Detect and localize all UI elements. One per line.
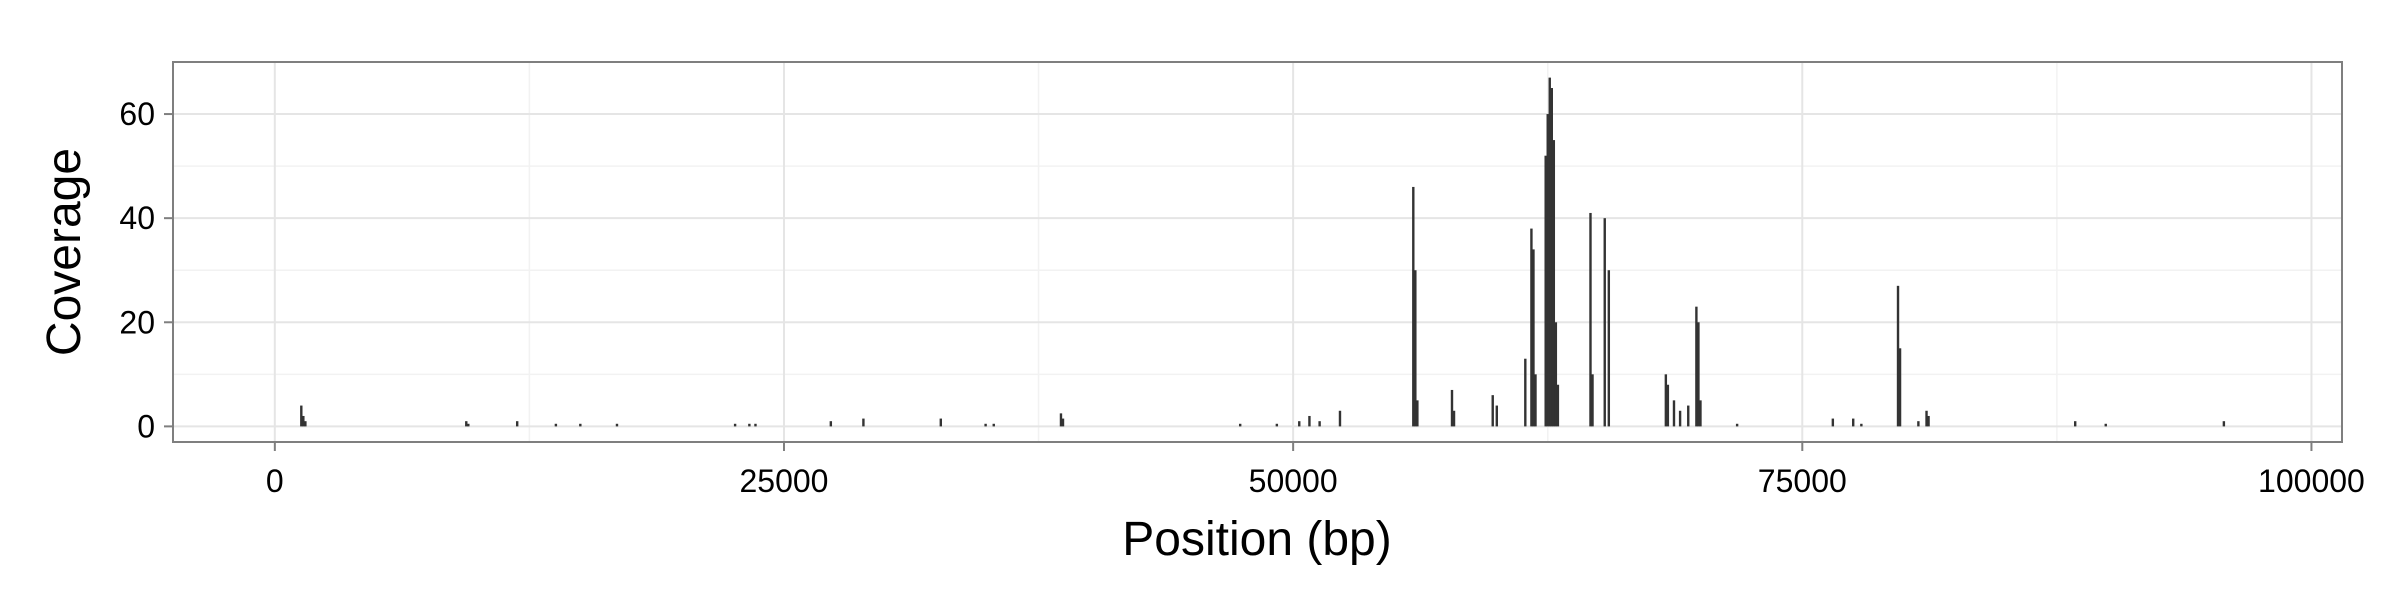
major-gridlines bbox=[173, 62, 2342, 442]
x-tick-label: 100000 bbox=[2258, 463, 2365, 499]
coverage-bar bbox=[1550, 88, 1553, 427]
coverage-bar bbox=[939, 418, 943, 427]
coverage-bar bbox=[862, 418, 865, 427]
coverage-bar bbox=[300, 405, 303, 427]
coverage-bar bbox=[1699, 400, 1702, 427]
panel-border bbox=[172, 61, 2343, 443]
coverage-bar bbox=[829, 421, 833, 427]
coverage-bar bbox=[1925, 410, 1928, 427]
coverage-bar bbox=[1416, 400, 1419, 427]
x-tick-label: 75000 bbox=[1758, 463, 1847, 499]
coverage-bar bbox=[615, 423, 619, 427]
panel-background bbox=[173, 62, 2342, 442]
coverage-bar bbox=[1735, 423, 1739, 427]
coverage-bar bbox=[1061, 418, 1065, 427]
coverage-bar bbox=[1852, 418, 1855, 427]
coverage-bar bbox=[1534, 374, 1537, 427]
coverage-bar bbox=[1532, 249, 1535, 427]
y-axis-title: Coverage bbox=[38, 148, 91, 356]
x-tick-label: 25000 bbox=[739, 463, 828, 499]
x-axis-ticks: 0 25000 50000 75000 100000 bbox=[266, 442, 2365, 499]
x-tick-label: 0 bbox=[266, 463, 284, 499]
coverage-bar bbox=[1678, 410, 1682, 427]
coverage-bar bbox=[554, 423, 558, 427]
coverage-bar bbox=[1318, 421, 1321, 427]
x-axis-title: Position (bp) bbox=[1122, 513, 1391, 566]
y-tick-label: 60 bbox=[119, 96, 155, 132]
coverage-bar bbox=[1860, 423, 1863, 427]
coverage-bar bbox=[1308, 415, 1311, 427]
coverage-bar bbox=[1831, 418, 1835, 427]
y-axis-ticks: 0 20 40 60 bbox=[119, 96, 173, 444]
coverage-bar bbox=[1452, 410, 1456, 427]
coverage-bar bbox=[1697, 322, 1700, 427]
coverage-bars bbox=[300, 77, 2226, 427]
coverage-bar bbox=[1591, 374, 1594, 427]
coverage-bar bbox=[1927, 415, 1930, 427]
y-tick-label: 40 bbox=[119, 200, 155, 236]
coverage-bar bbox=[1298, 421, 1301, 427]
x-tick-label: 50000 bbox=[1249, 463, 1338, 499]
coverage-bar bbox=[1412, 186, 1415, 427]
coverage-bar bbox=[1603, 218, 1606, 427]
coverage-bar bbox=[304, 421, 307, 427]
coverage-bar bbox=[748, 423, 751, 427]
coverage-bar bbox=[1491, 395, 1494, 427]
coverage-bar bbox=[992, 423, 995, 427]
coverage-bar bbox=[465, 421, 468, 427]
coverage-bar bbox=[733, 423, 737, 427]
coverage-bar bbox=[1238, 423, 1242, 427]
coverage-bar bbox=[1546, 114, 1549, 427]
coverage-bar bbox=[1450, 389, 1454, 427]
coverage-bar bbox=[515, 421, 519, 427]
coverage-bar bbox=[1556, 384, 1560, 427]
coverage-bar bbox=[2104, 423, 2107, 427]
y-tick-label: 20 bbox=[119, 304, 155, 340]
coverage-bar bbox=[1552, 140, 1556, 427]
coverage-bar bbox=[467, 423, 470, 427]
coverage-bar bbox=[1554, 322, 1558, 427]
coverage-bar bbox=[1530, 228, 1533, 427]
coverage-bar bbox=[1338, 410, 1342, 427]
coverage-bar bbox=[579, 423, 582, 427]
coverage-bar bbox=[1672, 400, 1676, 427]
coverage-bar bbox=[1896, 285, 1900, 427]
coverage-bar bbox=[1495, 405, 1499, 427]
coverage-bar bbox=[1664, 374, 1668, 427]
coverage-bar bbox=[1917, 421, 1920, 427]
coverage-bar bbox=[302, 415, 305, 427]
coverage-bar bbox=[1414, 270, 1417, 427]
coverage-bar bbox=[754, 423, 757, 427]
coverage-bar bbox=[984, 423, 987, 427]
coverage-bar bbox=[2074, 421, 2077, 427]
coverage-bar bbox=[1687, 405, 1690, 427]
coverage-bar bbox=[1666, 384, 1670, 427]
coverage-bar bbox=[1607, 270, 1611, 427]
coverage-bar bbox=[1524, 358, 1527, 427]
coverage-bar bbox=[1275, 423, 1279, 427]
coverage-bar bbox=[1059, 413, 1063, 427]
coverage-bar bbox=[1898, 348, 1902, 427]
y-tick-label: 0 bbox=[137, 408, 155, 444]
coverage-bar bbox=[1589, 212, 1592, 427]
coverage-bar bbox=[1695, 306, 1698, 427]
coverage-bar bbox=[1544, 155, 1547, 427]
coverage-bar bbox=[2222, 421, 2226, 427]
coverage-bar bbox=[1548, 77, 1551, 427]
